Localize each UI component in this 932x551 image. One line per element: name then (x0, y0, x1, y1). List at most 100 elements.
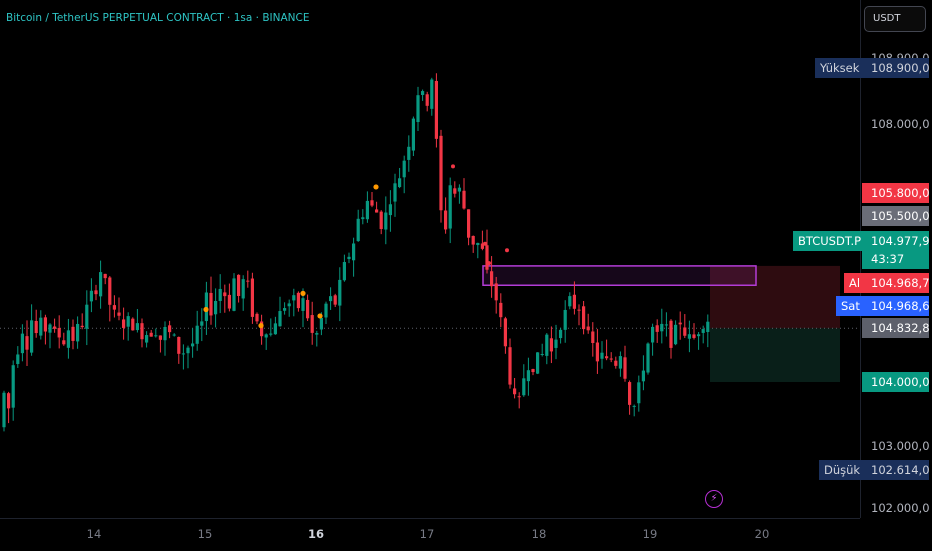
candle-body (402, 160, 406, 178)
lightning-icon[interactable]: ⚡ (705, 490, 723, 508)
candle-body (85, 304, 89, 329)
candle-body (57, 328, 61, 338)
candle-body (462, 190, 466, 209)
candle-body (149, 332, 153, 337)
candle-body (108, 277, 112, 305)
candle-body (632, 405, 636, 407)
candle-body (273, 323, 277, 335)
candle-body (154, 335, 158, 337)
candle-body (163, 327, 167, 341)
time-label: 17 (419, 527, 435, 541)
time-axis[interactable]: 14 15 16 17 18 19 20 (0, 518, 860, 551)
candle-body (485, 245, 489, 270)
candle-body (112, 305, 116, 310)
stop-zone (710, 265, 840, 329)
candle-body (11, 365, 15, 408)
candle-body (296, 292, 300, 309)
target-zone (710, 328, 840, 382)
candle-body (168, 325, 172, 333)
candle-body (628, 382, 632, 405)
candle-body (375, 209, 379, 213)
candle-body (480, 243, 484, 249)
candle-body (384, 212, 388, 230)
candle-body (568, 296, 572, 307)
candle-body (204, 292, 208, 322)
candle-body (494, 283, 498, 301)
candle-body (476, 242, 480, 246)
signal-dot (483, 241, 487, 246)
time-label: 15 (197, 527, 213, 541)
candle-body (232, 278, 236, 311)
candle-body (89, 290, 93, 302)
candle-body (453, 188, 457, 194)
candle-body (347, 256, 351, 260)
candle-body (99, 272, 103, 297)
candle-body (223, 292, 227, 297)
candle-body (701, 329, 705, 333)
candle-body (333, 295, 337, 305)
price-chart[interactable] (0, 0, 860, 518)
price-tick: 108.000,0 (871, 117, 930, 131)
candle-body (191, 343, 195, 347)
candle-body (421, 91, 425, 95)
candle-body (388, 204, 392, 216)
candle-body (508, 347, 512, 385)
buy-price-tag: 104.968,7 (862, 273, 930, 293)
candle-body (540, 353, 544, 355)
candle-body (605, 356, 609, 359)
candle-body (549, 338, 553, 352)
candle-body (172, 334, 176, 336)
candle-body (356, 218, 360, 242)
candle-body (559, 329, 563, 339)
candle-body (678, 322, 682, 325)
buy-button[interactable]: Al (844, 273, 866, 293)
sell-price-tag: 104.968,6 (862, 296, 930, 316)
price-tick: 102.000,0 (871, 501, 930, 515)
stop-price-tag: 105.800,0 (862, 183, 930, 203)
candle-body (103, 273, 107, 279)
candle-body (80, 325, 84, 328)
candle-body (43, 317, 47, 332)
candle-body (181, 353, 185, 355)
candle-body (319, 317, 323, 330)
sell-button[interactable]: Sat (836, 296, 865, 316)
candle-body (499, 302, 503, 318)
candle-body (591, 331, 595, 343)
candle-body (503, 318, 507, 347)
candle-body (342, 262, 346, 281)
candle-body (618, 356, 622, 369)
candle-body (407, 146, 411, 160)
candle-body (536, 352, 540, 374)
candle-body (595, 342, 599, 362)
candle-body (209, 292, 213, 316)
candle-body (352, 243, 356, 261)
signal-dot (317, 313, 323, 319)
candle-body (517, 396, 521, 398)
candle-body (490, 271, 494, 287)
candle-body (66, 330, 70, 348)
candle-body (34, 320, 38, 334)
candle-body (255, 313, 259, 322)
price-axis[interactable]: 108.900,0 108.000,0 103.000,0 102.000,0 … (860, 0, 932, 518)
candle-body (237, 274, 241, 297)
candle-body (30, 320, 34, 353)
candle-body (329, 296, 333, 302)
candle-body (637, 382, 641, 404)
candle-body (62, 340, 66, 345)
candle-body (301, 298, 305, 311)
symbol-label: BTCUSDT.P (793, 231, 867, 251)
candle-body (425, 94, 429, 106)
low-price-tag: 102.614,0 (862, 460, 930, 480)
candle-body (411, 118, 415, 151)
candle-body (227, 294, 231, 309)
candle-body (365, 200, 369, 220)
signal-dot (258, 323, 264, 329)
candle-body (269, 333, 273, 335)
currency-button[interactable]: USDT (864, 6, 926, 32)
candle-body (398, 178, 402, 188)
highlight-box (482, 265, 757, 286)
candle-body (131, 318, 135, 331)
high-label: Yüksek (815, 58, 865, 78)
candle-body (522, 378, 526, 396)
candle-body (554, 339, 558, 348)
